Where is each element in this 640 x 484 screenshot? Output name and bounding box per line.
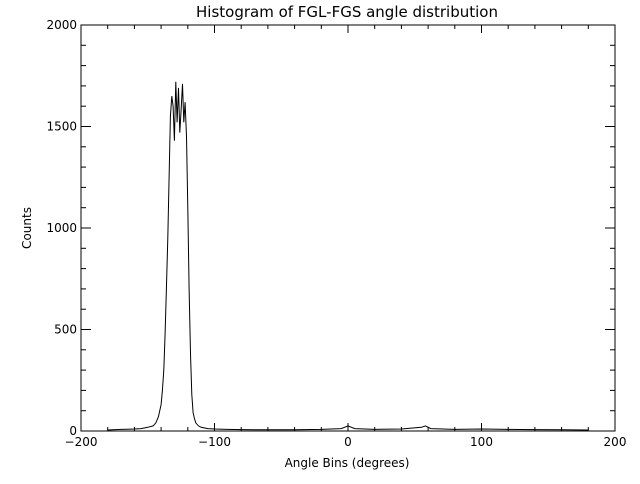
y-axis-title: Counts <box>20 207 34 249</box>
data-series-line <box>107 81 589 431</box>
axis-ticks <box>80 24 616 432</box>
y-tick-label: 1000 <box>46 221 77 235</box>
x-tick-label: 100 <box>470 435 493 449</box>
x-axis-title: Angle Bins (degrees) <box>285 456 410 470</box>
y-tick-label: 1500 <box>46 120 77 134</box>
plot-frame <box>80 24 616 432</box>
y-tick-label: 0 <box>69 424 77 438</box>
x-tick-label: 0 <box>344 435 352 449</box>
x-tick-label: −200 <box>65 435 98 449</box>
y-tick-label: 500 <box>54 323 77 337</box>
chart-title: Histogram of FGL-FGS angle distribution <box>196 3 498 21</box>
y-tick-label: 2000 <box>46 18 77 32</box>
x-tick-label: −100 <box>198 435 231 449</box>
x-tick-label: 200 <box>604 435 627 449</box>
